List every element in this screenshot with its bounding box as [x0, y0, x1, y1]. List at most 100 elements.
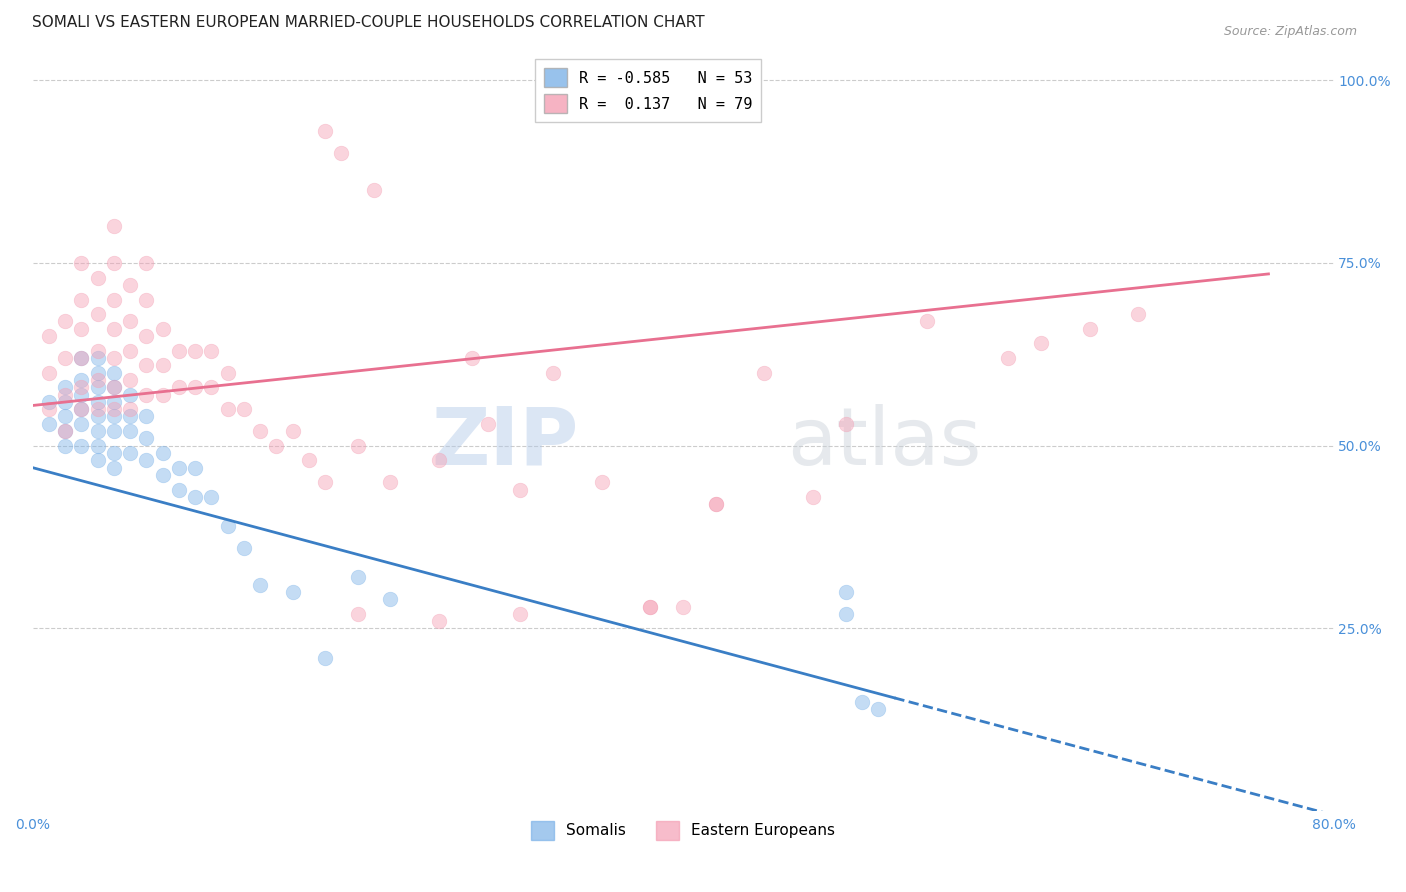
Point: [672, 599, 695, 614]
Point: [38, 329, 60, 343]
Point: [152, 467, 174, 482]
Point: [1029, 336, 1052, 351]
Point: [427, 453, 450, 467]
Point: [184, 343, 207, 358]
Text: atlas: atlas: [787, 404, 981, 482]
Point: [167, 380, 190, 394]
Point: [834, 607, 856, 621]
Legend: Somalis, Eastern Europeans: Somalis, Eastern Europeans: [524, 815, 841, 846]
Point: [120, 387, 142, 401]
Point: [86, 366, 108, 380]
Point: [135, 387, 157, 401]
Point: [86, 343, 108, 358]
Point: [704, 497, 727, 511]
Point: [184, 490, 207, 504]
Point: [53, 351, 76, 365]
Point: [232, 541, 254, 555]
Point: [38, 417, 60, 431]
Point: [103, 366, 125, 380]
Point: [591, 475, 613, 490]
Point: [86, 351, 108, 365]
Point: [135, 329, 157, 343]
Point: [167, 460, 190, 475]
Point: [167, 483, 190, 497]
Point: [103, 256, 125, 270]
Point: [640, 599, 662, 614]
Point: [53, 387, 76, 401]
Point: [801, 490, 824, 504]
Point: [915, 314, 938, 328]
Point: [754, 366, 776, 380]
Point: [281, 585, 304, 599]
Point: [135, 359, 157, 373]
Point: [86, 402, 108, 417]
Point: [135, 453, 157, 467]
Point: [70, 380, 93, 394]
Point: [53, 409, 76, 424]
Point: [53, 314, 76, 328]
Point: [86, 409, 108, 424]
Point: [346, 570, 368, 584]
Point: [103, 394, 125, 409]
Point: [103, 380, 125, 394]
Point: [135, 256, 157, 270]
Point: [380, 592, 402, 607]
Point: [200, 343, 222, 358]
Point: [70, 322, 93, 336]
Point: [70, 351, 93, 365]
Point: [184, 460, 207, 475]
Point: [70, 387, 93, 401]
Point: [1078, 322, 1101, 336]
Point: [103, 424, 125, 438]
Point: [103, 460, 125, 475]
Point: [103, 402, 125, 417]
Point: [70, 402, 93, 417]
Point: [70, 293, 93, 307]
Point: [103, 409, 125, 424]
Text: ZIP: ZIP: [432, 404, 579, 482]
Point: [120, 402, 142, 417]
Point: [135, 409, 157, 424]
Point: [103, 380, 125, 394]
Point: [103, 219, 125, 234]
Point: [120, 343, 142, 358]
Point: [460, 351, 482, 365]
Point: [851, 694, 873, 708]
Point: [86, 453, 108, 467]
Point: [266, 439, 288, 453]
Point: [281, 424, 304, 438]
Point: [53, 439, 76, 453]
Point: [152, 446, 174, 460]
Point: [249, 424, 271, 438]
Point: [200, 380, 222, 394]
Point: [704, 497, 727, 511]
Point: [38, 366, 60, 380]
Point: [38, 402, 60, 417]
Point: [135, 431, 157, 445]
Point: [103, 351, 125, 365]
Text: SOMALI VS EASTERN EUROPEAN MARRIED-COUPLE HOUSEHOLDS CORRELATION CHART: SOMALI VS EASTERN EUROPEAN MARRIED-COUPL…: [32, 15, 706, 30]
Point: [477, 417, 499, 431]
Point: [232, 402, 254, 417]
Point: [298, 453, 321, 467]
Point: [103, 446, 125, 460]
Point: [427, 614, 450, 628]
Point: [509, 607, 531, 621]
Point: [200, 490, 222, 504]
Point: [868, 702, 890, 716]
Point: [541, 366, 564, 380]
Point: [314, 650, 336, 665]
Point: [249, 577, 271, 591]
Point: [86, 380, 108, 394]
Point: [70, 439, 93, 453]
Point: [70, 402, 93, 417]
Point: [834, 417, 856, 431]
Point: [997, 351, 1019, 365]
Point: [640, 599, 662, 614]
Point: [184, 380, 207, 394]
Point: [346, 439, 368, 453]
Point: [53, 424, 76, 438]
Point: [314, 124, 336, 138]
Point: [53, 424, 76, 438]
Point: [152, 387, 174, 401]
